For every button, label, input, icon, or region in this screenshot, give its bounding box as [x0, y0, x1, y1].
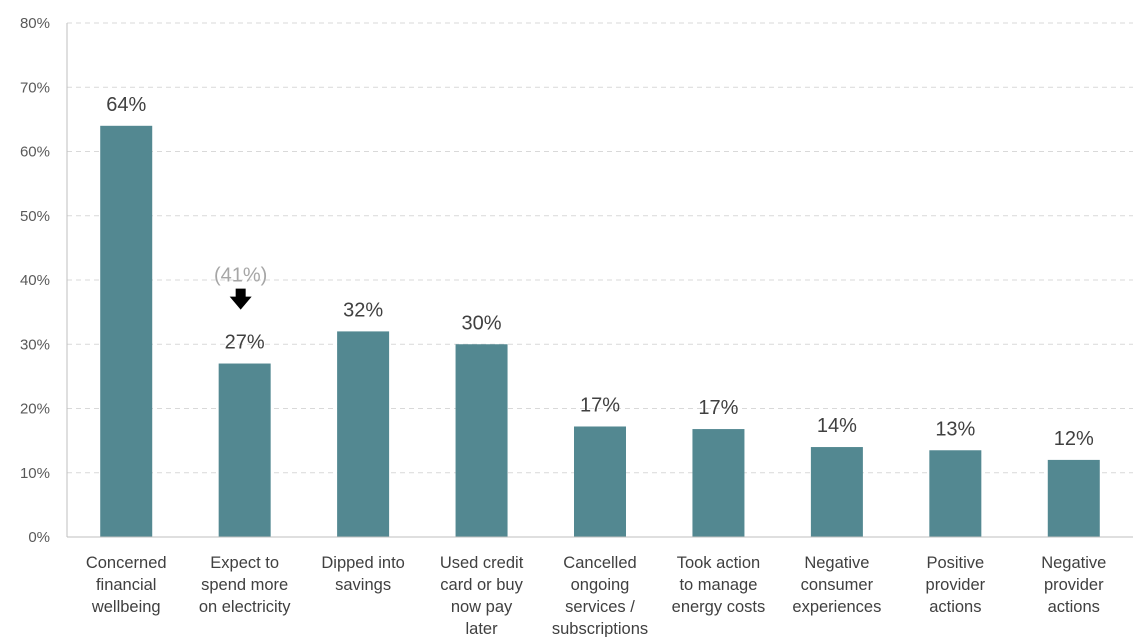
category-label-line: card or buy — [440, 576, 523, 594]
category-label-line: provider — [1044, 576, 1104, 594]
category-label: Negative provider actions — [1041, 554, 1106, 616]
y-tick-label: 80% — [20, 15, 50, 32]
category-label-line: Positive — [926, 554, 984, 572]
category-label: Used credit card or buy now pay later — [440, 554, 524, 637]
y-tick-label: 70% — [20, 79, 50, 96]
category-label-line: on electricity — [199, 598, 291, 616]
data-label: 64% — [106, 94, 146, 116]
category-label-line: Negative — [804, 554, 869, 572]
category-label-line: now pay — [451, 598, 513, 616]
y-tick-label: 20% — [20, 401, 50, 418]
data-label: 13% — [935, 418, 975, 440]
down-arrow-icon — [229, 288, 252, 310]
category-label-line: services / — [565, 598, 635, 616]
category-label-line: financial — [96, 576, 157, 594]
category-label-line: savings — [335, 576, 391, 594]
category-label: Negative consumer experiences — [792, 554, 881, 616]
data-label: 14% — [817, 415, 857, 437]
category-label: Dipped into savings — [321, 554, 404, 594]
y-tick-label: 30% — [20, 336, 50, 353]
category-label: Cancelled ongoing services / subscriptions — [552, 554, 648, 637]
y-tick-label: 0% — [28, 529, 50, 546]
y-tick-label: 60% — [20, 144, 50, 161]
category-label-line: Used credit — [440, 554, 524, 572]
data-label: 17% — [580, 394, 620, 416]
category-label-line: later — [466, 620, 499, 637]
category-label-line: Cancelled — [563, 554, 636, 572]
category-label-line: energy costs — [672, 598, 766, 616]
data-labels: 64% 27% 32% 30% 17% 17% 14% 13% 12% — [106, 94, 1094, 450]
bars — [100, 125, 1100, 538]
category-label-line: to manage — [679, 576, 757, 594]
y-tick-label: 10% — [20, 465, 50, 482]
y-tick-label: 40% — [20, 272, 50, 289]
previous-value-label: (41%) — [214, 265, 267, 287]
bar — [810, 447, 863, 537]
category-label-line: Expect to — [210, 554, 279, 572]
category-label-line: actions — [1048, 598, 1100, 616]
data-label: 17% — [698, 397, 738, 419]
category-label-line: experiences — [792, 598, 881, 616]
category-label-line: ongoing — [571, 576, 630, 594]
category-label-line: actions — [929, 598, 981, 616]
y-tick-label: 50% — [20, 208, 50, 225]
category-label-line: Dipped into — [321, 554, 404, 572]
category-label: Positive provider actions — [926, 554, 986, 616]
bar — [337, 331, 390, 537]
category-label: Took action to manage energy costs — [672, 554, 766, 616]
category-label-line: Negative — [1041, 554, 1106, 572]
category-label: Concerned financial wellbeing — [86, 554, 167, 616]
x-axis-categories: Concerned financial wellbeing Expect to spen… — [86, 554, 1106, 637]
category-label: Expect to spend more on electricity — [199, 554, 291, 616]
category-label-line: wellbeing — [91, 598, 161, 616]
bar — [218, 363, 271, 537]
data-label: 27% — [225, 332, 265, 354]
y-axis-ticks: 0% 10% 20% 30% 40% 50% 60% 70% 80% — [20, 15, 50, 546]
annotations: (41%) — [214, 265, 267, 310]
bar — [929, 450, 982, 537]
bar — [692, 429, 745, 537]
data-label: 12% — [1054, 428, 1094, 450]
bar — [574, 426, 626, 537]
category-label-line: Took action — [677, 554, 760, 572]
bar — [1047, 459, 1100, 537]
category-label-line: subscriptions — [552, 620, 648, 637]
bar — [100, 125, 153, 538]
category-label-line: provider — [926, 576, 986, 594]
category-label-line: consumer — [801, 576, 874, 594]
category-label-line: spend more — [201, 576, 288, 594]
data-label: 32% — [343, 299, 383, 321]
bar — [455, 344, 508, 537]
data-label: 30% — [462, 312, 502, 334]
category-label-line: Concerned — [86, 554, 167, 572]
